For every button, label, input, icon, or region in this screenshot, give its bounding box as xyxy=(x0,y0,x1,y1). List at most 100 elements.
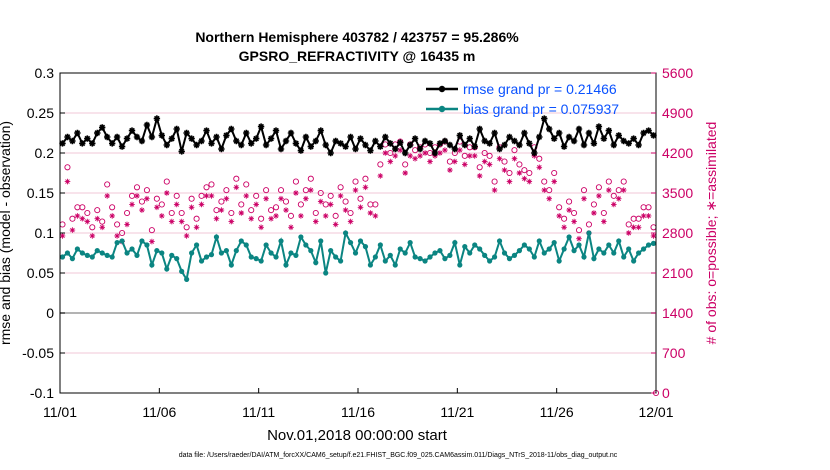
rmse-point xyxy=(645,127,652,134)
rmse-point xyxy=(153,115,161,122)
bias-point xyxy=(253,256,259,262)
bias-point xyxy=(213,234,220,240)
obs-assimilated-marker xyxy=(99,224,105,231)
obs-assimilated-marker xyxy=(74,213,81,219)
obs-possible-marker xyxy=(312,209,319,217)
legend-rmse-marker xyxy=(438,85,446,93)
rmse-point xyxy=(118,143,126,150)
obs-possible-marker xyxy=(337,184,344,191)
bias-point xyxy=(516,248,523,254)
obs-possible-marker xyxy=(362,175,369,182)
bias-point xyxy=(561,246,567,252)
bias-point xyxy=(536,238,542,244)
obs-possible-marker xyxy=(183,224,190,231)
obs-possible-marker xyxy=(148,227,155,234)
bias-point xyxy=(208,252,215,258)
x-tick-label: 11/21 xyxy=(440,404,474,420)
bias-point xyxy=(462,244,468,250)
obs-possible-marker xyxy=(104,181,111,188)
obs-possible-marker xyxy=(263,187,270,194)
obs-assimilated-marker xyxy=(268,215,274,222)
bias-point xyxy=(64,250,71,256)
obs-assimilated-marker xyxy=(248,215,254,222)
rmse-point xyxy=(436,140,444,147)
bias-point xyxy=(477,246,483,252)
obs-assimilated-marker xyxy=(233,184,240,191)
bias-point xyxy=(119,238,125,244)
bias-point xyxy=(283,262,289,268)
obs-assimilated-marker xyxy=(442,147,448,153)
bias-point xyxy=(556,258,562,264)
bias-point xyxy=(407,240,413,246)
rmse-point xyxy=(426,140,434,147)
obs-possible-marker xyxy=(163,178,170,185)
rmse-point xyxy=(496,145,503,153)
legend-bias-label: bias grand pr = 0.075937 xyxy=(463,101,619,117)
rmse-point xyxy=(287,129,295,137)
obs-assimilated-marker xyxy=(486,161,493,168)
bias-point xyxy=(338,258,344,264)
bias-point xyxy=(342,230,349,236)
obs-assimilated-marker xyxy=(308,187,314,193)
bias-point xyxy=(223,248,229,254)
rmse-point xyxy=(173,125,180,133)
obs-assimilated-marker xyxy=(109,213,115,219)
obs-assimilated-marker xyxy=(506,178,513,185)
rmse-point xyxy=(257,123,265,130)
bias-point xyxy=(203,254,210,260)
obs-possible-marker xyxy=(526,169,533,177)
bias-point xyxy=(273,254,279,260)
rmse-point xyxy=(575,125,583,133)
obs-assimilated-marker xyxy=(104,193,110,199)
obs-possible-marker xyxy=(600,209,607,217)
x-tick-label: 12/01 xyxy=(638,404,673,420)
obs-assimilated-marker xyxy=(149,238,155,245)
rmse-point xyxy=(158,132,165,139)
obs-possible-marker xyxy=(571,209,578,217)
obs-possible-marker xyxy=(486,152,493,159)
bias-point xyxy=(238,238,244,244)
bias-point xyxy=(263,242,269,248)
obs-assimilated-marker xyxy=(387,158,394,165)
rmse-point xyxy=(148,133,156,141)
bias-point xyxy=(576,242,582,248)
bias-point xyxy=(566,234,572,240)
rmse-point xyxy=(471,143,478,150)
grid-lines xyxy=(60,112,656,354)
bias-point xyxy=(442,256,448,262)
rmse-point xyxy=(297,147,305,154)
bias-point xyxy=(258,258,264,264)
rmse-point xyxy=(168,135,175,142)
rmse-point xyxy=(307,143,314,150)
bias-point xyxy=(427,254,433,260)
obs-possible-marker xyxy=(89,224,96,231)
y-tick-label-right: 2800 xyxy=(662,225,693,241)
obs-assimilated-marker xyxy=(352,187,359,193)
bias-point xyxy=(149,262,155,268)
obs-assimilated-marker xyxy=(64,178,71,185)
obs-possible-marker xyxy=(506,169,513,177)
obs-possible-marker xyxy=(377,161,384,168)
rmse-point xyxy=(630,135,637,142)
bias-point xyxy=(382,258,388,264)
obs-possible-marker xyxy=(109,204,116,211)
bias-point xyxy=(452,240,458,246)
rmse-point xyxy=(133,133,141,141)
bias-point xyxy=(218,250,225,256)
obs-possible-marker xyxy=(233,175,240,182)
rmse-point xyxy=(272,127,280,134)
obs-assimilated-marker xyxy=(422,150,428,156)
obs-assimilated-marker xyxy=(630,224,637,231)
rmse-point xyxy=(362,141,369,149)
rmse-point xyxy=(193,141,200,149)
obs-assimilated-marker xyxy=(223,195,230,202)
legend: rmse grand pr = 0.21466 bias grand pr = … xyxy=(426,81,619,117)
y-tick-label-left: 0.3 xyxy=(35,65,55,81)
obs-possible-marker xyxy=(610,192,617,199)
obs-assimilated-marker xyxy=(322,213,329,219)
obs-assimilated-marker xyxy=(640,213,647,219)
bias-point xyxy=(228,262,234,268)
obs-possible-marker xyxy=(402,161,409,168)
obs-assimilated-marker xyxy=(198,201,205,208)
obs-possible-marker xyxy=(79,204,86,211)
